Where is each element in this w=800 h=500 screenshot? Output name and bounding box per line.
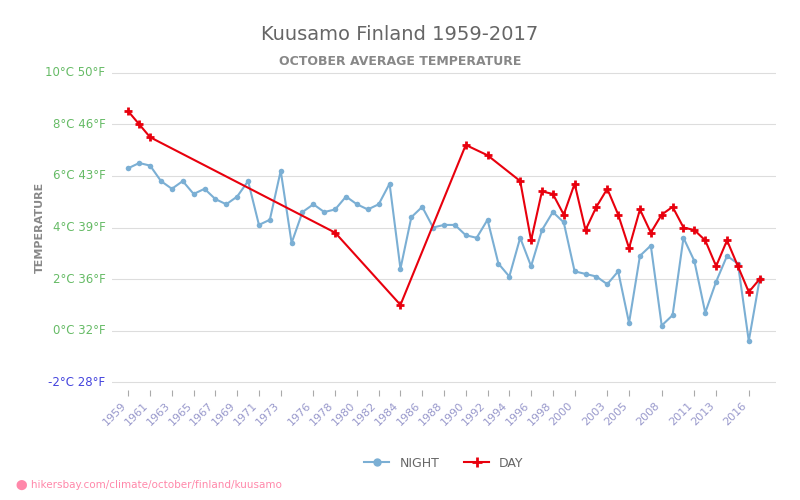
DAY	[482, 152, 492, 158]
DAY	[657, 212, 666, 218]
NIGHT	[134, 160, 144, 166]
Text: OCTOBER AVERAGE TEMPERATURE: OCTOBER AVERAGE TEMPERATURE	[279, 55, 521, 68]
DAY	[722, 238, 732, 244]
Text: 6°C 43°F: 6°C 43°F	[53, 170, 106, 182]
NIGHT	[200, 186, 210, 192]
DAY	[515, 178, 525, 184]
DAY	[678, 224, 688, 230]
NIGHT	[755, 276, 765, 282]
DAY	[755, 276, 765, 282]
Text: -2°C 28°F: -2°C 28°F	[48, 376, 106, 389]
NIGHT	[156, 178, 166, 184]
DAY	[690, 227, 699, 233]
NIGHT	[298, 209, 307, 215]
DAY	[591, 204, 601, 210]
NIGHT	[591, 274, 601, 280]
NIGHT	[123, 165, 133, 171]
DAY	[744, 289, 754, 295]
NIGHT	[744, 338, 754, 344]
Text: ⬤ hikersbay.com/climate/october/finland/kuusamo: ⬤ hikersbay.com/climate/october/finland/…	[16, 480, 282, 490]
Legend: NIGHT, DAY: NIGHT, DAY	[359, 452, 529, 475]
Text: 10°C 50°F: 10°C 50°F	[46, 66, 106, 79]
DAY	[711, 263, 721, 269]
DAY	[635, 206, 645, 212]
Y-axis label: TEMPERATURE: TEMPERATURE	[34, 182, 45, 273]
DAY	[559, 212, 569, 218]
Text: 4°C 39°F: 4°C 39°F	[53, 221, 106, 234]
NIGHT	[461, 232, 470, 238]
DAY	[396, 302, 406, 308]
Line: DAY: DAY	[124, 108, 764, 309]
DAY	[548, 191, 558, 197]
DAY	[614, 212, 623, 218]
DAY	[146, 134, 155, 140]
Text: 0°C 32°F: 0°C 32°F	[53, 324, 106, 337]
DAY	[330, 230, 340, 235]
DAY	[537, 188, 546, 194]
DAY	[646, 230, 656, 235]
DAY	[668, 204, 678, 210]
DAY	[526, 238, 536, 244]
DAY	[123, 108, 133, 114]
DAY	[602, 186, 612, 192]
Text: 2°C 36°F: 2°C 36°F	[53, 272, 106, 285]
DAY	[581, 227, 590, 233]
DAY	[461, 142, 470, 148]
DAY	[701, 238, 710, 244]
NIGHT	[232, 194, 242, 200]
Line: NIGHT: NIGHT	[126, 160, 762, 344]
DAY	[624, 245, 634, 251]
DAY	[134, 122, 144, 128]
Text: 8°C 46°F: 8°C 46°F	[53, 118, 106, 131]
DAY	[733, 263, 742, 269]
DAY	[570, 180, 579, 186]
Text: Kuusamo Finland 1959-2017: Kuusamo Finland 1959-2017	[262, 25, 538, 44]
